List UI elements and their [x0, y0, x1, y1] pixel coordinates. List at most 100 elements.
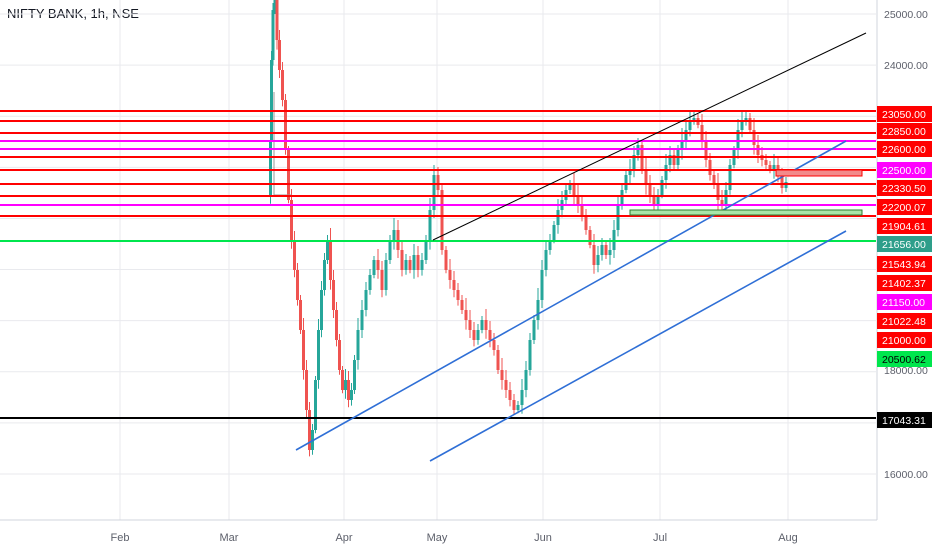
badge-value: 21904.61 — [882, 221, 926, 233]
candle-down — [308, 410, 311, 450]
time-tick-label: Apr — [335, 532, 352, 544]
candle-down — [488, 330, 492, 340]
candle-up — [524, 370, 528, 390]
price-level-badge[interactable]: 22600.00 — [877, 141, 932, 157]
price-level-badge[interactable]: 21000.00 — [877, 332, 932, 348]
price-level-badge[interactable]: 23050.00 — [877, 106, 932, 122]
candle-down — [504, 380, 508, 390]
candle-up — [269, 140, 272, 195]
badge-background — [877, 162, 932, 178]
price-level-badge[interactable]: 22200.07 — [877, 199, 932, 215]
candle-up — [624, 175, 628, 190]
candle-down — [376, 260, 380, 270]
candle-down — [464, 310, 468, 320]
candle-down — [604, 245, 608, 255]
candle-down — [512, 400, 516, 410]
candle-up — [620, 190, 624, 205]
badge-background — [877, 218, 932, 234]
candle-down — [329, 240, 332, 280]
candle-down — [496, 350, 500, 370]
candle-up — [270, 60, 273, 140]
candle-up — [317, 330, 320, 380]
candle-up — [600, 245, 604, 255]
price-level-badge[interactable]: 21150.00 — [877, 294, 932, 310]
candle-down — [436, 175, 440, 190]
candle-up — [516, 405, 520, 410]
candle-down — [716, 185, 720, 200]
green-demand-zone[interactable] — [629, 209, 863, 216]
candle-down — [408, 260, 412, 270]
candle-up — [664, 165, 668, 180]
badge-value: 21022.48 — [882, 316, 926, 328]
grid — [0, 0, 876, 520]
candle-up — [368, 275, 372, 290]
candle-down — [708, 160, 712, 175]
channel-lower-line[interactable] — [429, 230, 847, 462]
resistance-trendline[interactable] — [432, 32, 867, 241]
candle-down — [416, 255, 420, 270]
candle-down — [720, 200, 724, 205]
candle-up — [412, 255, 416, 270]
candle-up — [772, 165, 776, 170]
candle-up — [372, 260, 376, 275]
candle-up — [536, 300, 540, 320]
candle-down — [460, 300, 464, 310]
candle-down — [648, 185, 652, 195]
time-tick-label: Mar — [220, 532, 239, 544]
price-level-badge[interactable]: 21543.94 — [877, 256, 932, 272]
candle-up — [552, 225, 556, 240]
price-level-badge[interactable]: 20500.62 — [877, 351, 932, 367]
price-level-badge[interactable]: 21656.00 — [877, 236, 932, 252]
time-axis[interactable] — [0, 521, 877, 550]
badge-value: 22850.00 — [882, 126, 926, 138]
badge-value: 21150.00 — [882, 297, 925, 309]
candle-down — [440, 190, 444, 250]
candle-up — [273, 0, 277, 10]
candle-up — [428, 210, 432, 240]
candle-down — [278, 40, 281, 70]
candle-up — [544, 250, 548, 270]
candle-down — [492, 340, 496, 350]
time-tick-label: Feb — [111, 532, 130, 544]
candle-up — [680, 140, 684, 150]
badge-background — [877, 236, 932, 252]
badge-value: 21000.00 — [882, 335, 926, 347]
candle-down — [305, 370, 308, 410]
candle-down — [752, 130, 756, 145]
channel-upper-line[interactable] — [295, 140, 847, 451]
price-level-badge[interactable]: 22330.50 — [877, 180, 932, 196]
candle-up — [480, 320, 484, 330]
candle-down — [452, 280, 456, 290]
badge-value: 22330.50 — [882, 183, 926, 195]
candle-down — [400, 250, 404, 270]
candle-up — [628, 170, 632, 175]
candle-up — [314, 380, 317, 430]
candle-down — [584, 215, 588, 230]
time-tick-label: Jun — [534, 532, 552, 544]
price-level-badge[interactable]: 17043.31 — [877, 412, 932, 428]
price-tick-label: 25000.00 — [884, 9, 928, 21]
price-level-badge[interactable]: 21402.37 — [877, 275, 932, 291]
price-level-badge[interactable]: 21904.61 — [877, 218, 932, 234]
candle-up — [548, 240, 552, 250]
candle-up — [568, 185, 572, 190]
candle-down — [281, 70, 284, 100]
time-tick-label: Jul — [653, 532, 667, 544]
candle-up — [608, 250, 612, 255]
candle-down — [444, 250, 448, 270]
candle-up — [596, 255, 600, 265]
badge-value: 21402.37 — [882, 278, 926, 290]
badge-background — [877, 141, 932, 157]
candle-up — [692, 118, 696, 120]
price-level-badge[interactable]: 21022.48 — [877, 313, 932, 329]
candle-up — [271, 10, 275, 60]
candle-down — [275, 0, 279, 40]
candle-down — [347, 380, 350, 400]
candle-down — [456, 290, 460, 300]
price-level-badge[interactable]: 22500.00 — [877, 162, 932, 178]
candle-up — [728, 165, 732, 190]
red-supply-zone[interactable] — [775, 169, 863, 177]
candle-down — [284, 100, 287, 150]
price-level-badge[interactable]: 22850.00 — [877, 123, 932, 139]
